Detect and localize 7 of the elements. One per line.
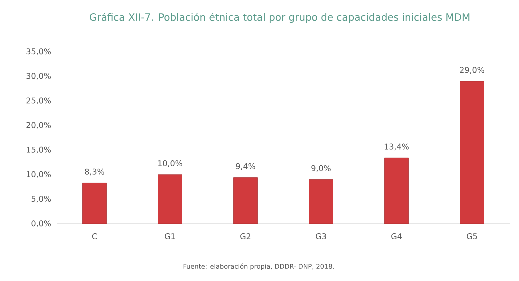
bar — [82, 183, 107, 224]
bar — [384, 158, 409, 224]
bar — [460, 81, 484, 224]
bar — [158, 174, 182, 224]
bar — [234, 178, 258, 224]
bar — [309, 180, 334, 224]
chart-title: Gráfica XII-7. Población étnica total por grupo de capacidades iniciales MDM — [90, 12, 470, 24]
